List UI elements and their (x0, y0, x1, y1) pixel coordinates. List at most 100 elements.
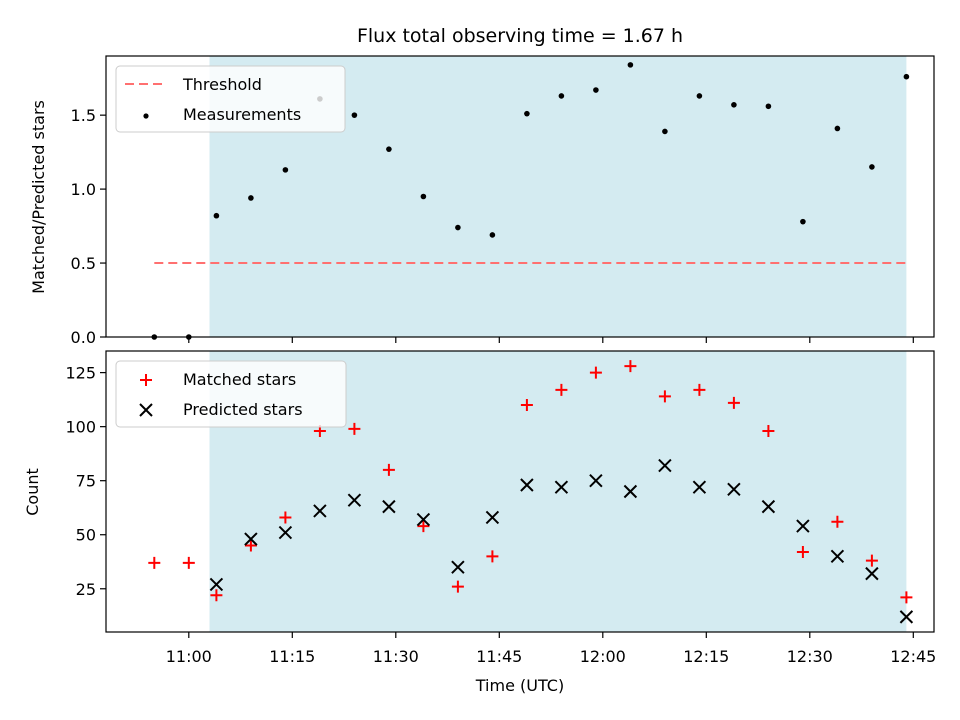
predicted-star-point (796, 519, 810, 533)
top-legend-box (115, 65, 346, 133)
matched-star-point (182, 556, 195, 569)
measurement-points (151, 62, 910, 340)
matched-star-point (348, 422, 361, 435)
predicted-star-point (692, 480, 707, 494)
predicted-star-point (623, 484, 638, 499)
bottom-y-tick-label: 75 (76, 472, 96, 491)
top-axes-frame (105, 55, 935, 338)
predicted-star-point (520, 478, 534, 492)
x-axis-label: Time (UTC) (475, 676, 564, 695)
x-tick-label: 12:15 (683, 647, 729, 666)
x-tick-label: 12:30 (787, 647, 833, 666)
x-tick-label: 11:00 (166, 647, 212, 666)
matched-star-point (693, 383, 706, 396)
matched-star-point (624, 360, 637, 373)
measurement-point (524, 110, 530, 117)
bottom-panel: 25 50 75 100 125 11:00 11:15 11:30 11:45 12:00 12… (23, 350, 936, 695)
measurement-point (627, 62, 634, 68)
matched-star-point (486, 550, 499, 563)
measurement-point (282, 167, 289, 173)
predicted-star-point (347, 493, 362, 507)
predicted-star-point (313, 504, 327, 518)
predicted-star-point (554, 480, 569, 494)
x-tick-label: 11:15 (269, 647, 315, 666)
measurement-point (903, 73, 910, 80)
predicted-star-point (830, 549, 845, 564)
bottom-y-axis-label: Count (23, 468, 42, 516)
bottom-y-tick-label: 100 (65, 418, 96, 437)
measurement-point (731, 102, 737, 108)
top-y-tick-label: 0.0 (71, 328, 96, 347)
matched-star-point (520, 399, 533, 412)
bottom-y-tick-label: 50 (76, 526, 96, 545)
matched-star-point (210, 589, 223, 602)
measurement-point (869, 164, 875, 170)
top-y-ticks: 0.0 0.5 1.0 1.5 (71, 106, 106, 347)
x-tick-label: 11:30 (373, 647, 419, 666)
x-tick-label: 11:45 (476, 647, 522, 666)
predicted-star-point (451, 560, 465, 574)
measurement-point (696, 93, 703, 99)
predicted-stars-points (209, 458, 914, 624)
predicted-star-point (416, 512, 431, 527)
measurement-point (662, 128, 668, 135)
matched-star-point (589, 366, 602, 379)
matched-star-point (796, 546, 809, 559)
measurement-point (351, 112, 358, 118)
legend-threshold-label: Threshold (182, 75, 262, 94)
top-y-tick-label: 1.5 (71, 106, 96, 125)
measurement-point (248, 195, 254, 201)
matched-star-point (555, 383, 568, 396)
legend-measurements-label: Measurements (183, 105, 301, 124)
top-y-tick-label: 0.5 (71, 254, 96, 273)
measurement-point (213, 212, 220, 219)
matched-star-point (279, 511, 292, 524)
top-y-tick-label: 1.0 (71, 180, 96, 199)
matched-star-point (417, 520, 430, 533)
matched-star-point (244, 539, 257, 552)
matched-star-point (148, 556, 161, 569)
predicted-star-point (244, 532, 258, 546)
bottom-y-tick-label: 25 (76, 580, 96, 599)
top-legend: Threshold Measurements (115, 65, 346, 133)
predicted-star-point (589, 473, 603, 488)
bottom-legend: Matched stars Predicted stars (115, 360, 347, 428)
measurement-point (593, 87, 599, 93)
predicted-star-point (209, 577, 224, 592)
predicted-star-point (382, 499, 396, 514)
bottom-y-tick-label: 125 (65, 364, 96, 383)
predicted-star-point (485, 510, 500, 525)
measurement-point (834, 125, 841, 132)
legend-measurements-swatch (143, 113, 149, 119)
matched-star-point (451, 580, 464, 593)
legend-matched-label: Matched stars (183, 370, 296, 389)
legend-predicted-swatch (139, 403, 153, 417)
predicted-star-point (761, 499, 776, 514)
predicted-star-point (278, 525, 293, 540)
predicted-star-point (658, 458, 672, 473)
matched-star-point (727, 396, 740, 409)
measurement-point (386, 146, 392, 152)
bottom-y-ticks: 25 50 75 100 125 (65, 364, 106, 599)
matched-star-point (900, 591, 913, 604)
matched-star-point (831, 515, 844, 528)
measurement-point (800, 218, 806, 225)
measurement-point (455, 224, 461, 231)
bottom-axes-frame (105, 350, 935, 633)
bottom-x-ticks: 11:00 11:15 11:30 11:45 12:00 12:15 12:30 12:45 (166, 632, 936, 666)
measurement-point (765, 103, 772, 110)
matched-star-point (762, 424, 775, 437)
matched-star-point (865, 554, 878, 567)
measurement-point (420, 193, 427, 200)
top-y-axis-label: Matched/Predicted stars (29, 100, 48, 294)
measurement-point (558, 93, 565, 99)
legend-predicted-label: Predicted stars (183, 400, 303, 419)
x-tick-label: 12:00 (580, 647, 626, 666)
predicted-star-point (899, 610, 914, 624)
chart-title: Flux total observing time = 1.67 h (357, 25, 683, 47)
matched-star-point (382, 463, 395, 476)
measurement-point (489, 232, 496, 238)
predicted-star-point (865, 566, 879, 581)
bottom-legend-box (115, 360, 347, 428)
